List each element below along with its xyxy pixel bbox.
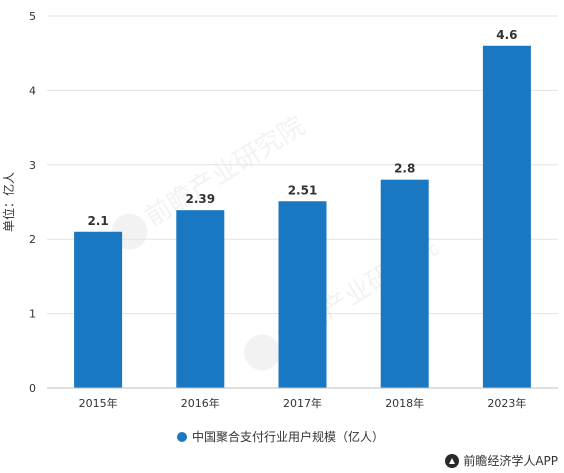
x-tick-label: 2017年 (283, 396, 322, 410)
legend-marker (177, 432, 187, 442)
legend-label: 中国聚合支付行业用户规模（亿人） (192, 429, 384, 444)
data-labels: 2.1 2.39 2.51 2.8 4.6 (87, 28, 517, 228)
legend: 中国聚合支付行业用户规模（亿人） (177, 429, 384, 444)
x-tick-label: 2015年 (79, 396, 118, 410)
bar (74, 231, 123, 388)
data-label: 2.51 (288, 183, 318, 197)
x-axis-ticks: 2015年 2016年 2017年 2018年 2023年 (79, 396, 527, 410)
data-label: 2.39 (185, 192, 215, 206)
bar (482, 45, 531, 388)
x-tick-label: 2023年 (487, 396, 526, 410)
data-label: 2.8 (394, 162, 415, 176)
y-axis-ticks: 0 1 2 3 4 5 (29, 10, 36, 395)
bar (176, 210, 225, 388)
footer-credit: 前瞻经济学人APP (445, 452, 558, 469)
x-tick-label: 2016年 (181, 396, 220, 410)
y-tick-label: 4 (29, 84, 36, 97)
y-tick-label: 0 (29, 382, 36, 395)
data-label: 4.6 (496, 28, 517, 42)
y-axis-label: 单位：亿人 (1, 172, 16, 232)
footer-credit-text: 前瞻经济学人APP (463, 454, 558, 468)
y-tick-label: 5 (29, 10, 36, 23)
y-tick-label: 1 (29, 308, 36, 321)
y-tick-label: 2 (29, 233, 36, 246)
bar (380, 179, 429, 388)
brand-logo-icon (445, 453, 460, 468)
y-tick-label: 3 (29, 159, 36, 172)
data-label: 2.1 (87, 214, 108, 228)
bar (278, 201, 327, 388)
bars (74, 45, 531, 388)
x-tick-label: 2018年 (385, 396, 424, 410)
